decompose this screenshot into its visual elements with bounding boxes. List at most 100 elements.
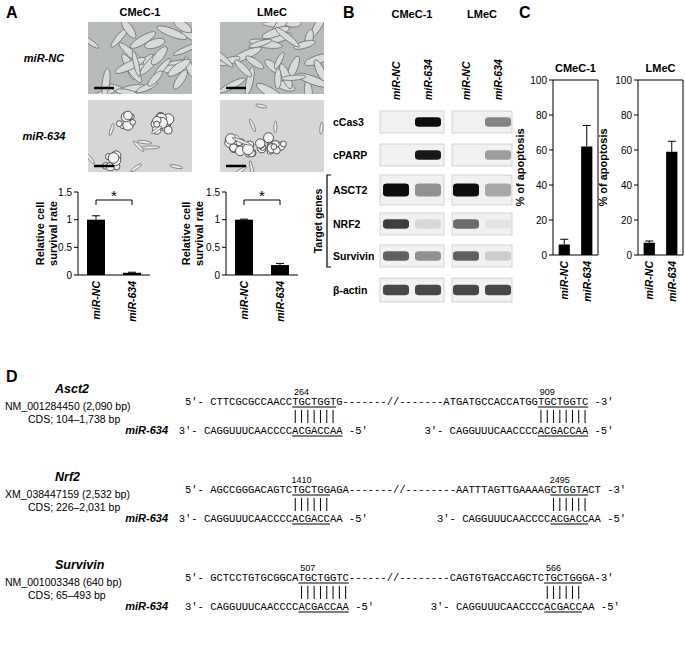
y-tick (74, 219, 78, 220)
base-pair (295, 410, 296, 423)
base-pair (320, 498, 321, 511)
blot-row-label: NRF2 (333, 218, 361, 230)
scale-bar (226, 87, 246, 90)
x-tick-label: miR-NC (238, 281, 250, 320)
band (415, 219, 441, 229)
site-position: 2495 (550, 475, 570, 485)
significance: * (111, 187, 117, 204)
x-tick-label: miR-634 (666, 261, 678, 302)
cell (232, 136, 251, 146)
cell (115, 88, 137, 94)
cell (220, 46, 235, 69)
bar (87, 220, 105, 275)
y-label-line: survival rate (193, 201, 205, 266)
y-label-line: survival rate (47, 201, 59, 266)
cell (141, 146, 160, 150)
underline (538, 407, 588, 408)
y-tick (549, 220, 553, 221)
chart-title: LMeC (646, 62, 676, 74)
sequence-piece: 3'- CAGGUUUCAACCCC (424, 425, 537, 437)
cell (248, 38, 272, 50)
accession: NM_001003348 (640 bp) (5, 576, 122, 588)
y-axis (78, 192, 79, 275)
base-pair (572, 586, 573, 599)
micrograph (88, 22, 192, 94)
underline (298, 612, 348, 613)
sequence-piece: ACGACC (550, 513, 588, 525)
blot-row-label: cPARP (333, 149, 367, 161)
bar (235, 220, 253, 275)
error-line (671, 141, 672, 152)
y-tick (634, 255, 638, 256)
error-cap (128, 272, 136, 273)
base-pair (566, 410, 567, 423)
cell (137, 140, 152, 145)
y-label-line: Relative cell (180, 202, 192, 266)
error-cap (92, 215, 100, 216)
underline (292, 524, 330, 525)
blot-row-label: cCas3 (333, 116, 364, 128)
base-pair (314, 586, 315, 599)
base-pair (559, 410, 560, 423)
gene-name: Asct2 (54, 382, 89, 396)
cell (116, 121, 122, 127)
bar (271, 265, 289, 275)
y-tick-label: 1 (214, 214, 220, 225)
site-position: 566 (546, 563, 561, 573)
band (485, 219, 511, 229)
bars (644, 141, 678, 255)
target-sequence: 5'- CTTCGCGCCAACCTGCTGGTG-------//------… (185, 396, 614, 408)
blot-row-label: β-actin (333, 284, 367, 296)
column-header: CMeC-1 (120, 6, 161, 18)
sequence-piece: -5' (343, 425, 368, 437)
y-tick-label: 100 (530, 75, 547, 86)
cell (108, 153, 119, 164)
base-pair (540, 410, 541, 423)
base-pair (301, 586, 302, 599)
x-label-group: miR-NC (643, 261, 655, 300)
y-tick-label: 60 (621, 145, 633, 156)
sequence-piece: ACGACCAA (292, 425, 343, 437)
micrograph-bg (88, 100, 192, 172)
mirna-sequence: 3'- CAGGUUUCAACCCCACGACCAA -5' (424, 425, 613, 437)
base-pair (320, 410, 321, 423)
blot-header: LMeC (467, 8, 497, 20)
base-pair (585, 498, 586, 511)
blot-row-label: Survivin (333, 250, 374, 262)
cell (281, 74, 306, 81)
sequence-piece: 3'- CAGGUUUCAACCCC (179, 513, 292, 525)
base-pair (553, 586, 554, 599)
cell (243, 144, 254, 155)
base-pair (301, 498, 302, 511)
base-pair (553, 410, 554, 423)
blot-strip (452, 144, 512, 166)
base-pair (572, 498, 573, 511)
chart-title: CMeC-1 (555, 62, 596, 74)
sequence-piece: -5' (588, 425, 613, 437)
lane-label-group: miR-634 (422, 59, 434, 100)
band (415, 285, 441, 296)
cell (100, 68, 111, 94)
sequence-piece: 3'- CAGGUUUCAACCCC (185, 601, 298, 613)
x-axis (638, 255, 683, 256)
bar-chart: 00.511.5Relative cellsurvival ratemiR-NC… (180, 187, 298, 322)
base-pair (566, 586, 567, 599)
site-position: 507 (300, 563, 315, 573)
y-tick (549, 185, 553, 186)
mirna-name: miR-634 (125, 424, 168, 436)
base-pair (566, 498, 567, 511)
y-label: % of apoptosis (597, 128, 609, 206)
scale-bar (94, 87, 114, 90)
y-label: Relative cellsurvival rate (180, 201, 205, 266)
panel-label: A (6, 4, 18, 21)
group-label: Target genes (312, 189, 324, 254)
group-label-group: Target genes (312, 189, 324, 254)
underline (292, 436, 342, 437)
group-bracket (327, 175, 331, 267)
blot-strip (380, 111, 444, 133)
y-tick (634, 80, 638, 81)
band (383, 183, 409, 196)
x-label-group: miR-NC (90, 281, 102, 320)
cell (124, 111, 133, 120)
cell (172, 22, 192, 35)
